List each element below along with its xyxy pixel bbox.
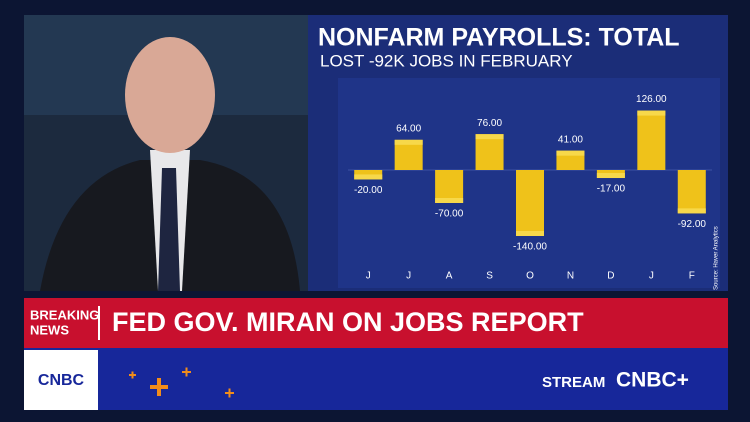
logo: CNBC bbox=[38, 372, 85, 389]
bar-highlight bbox=[637, 110, 666, 116]
bar bbox=[637, 110, 666, 170]
bar-highlight bbox=[354, 174, 383, 180]
footer-bar bbox=[24, 348, 728, 410]
bar-highlight bbox=[394, 139, 423, 145]
bar bbox=[394, 139, 423, 170]
value-label: -140.00 bbox=[513, 242, 547, 253]
bar-highlight bbox=[516, 231, 544, 236]
x-tick-label: A bbox=[446, 271, 453, 282]
x-tick-label: J bbox=[406, 271, 411, 282]
bar-highlight bbox=[556, 150, 585, 156]
bar-highlight bbox=[677, 208, 706, 214]
x-tick-label: D bbox=[607, 271, 614, 282]
value-label: -92.00 bbox=[678, 219, 707, 230]
decor-plus bbox=[129, 367, 234, 398]
value-label: -17.00 bbox=[597, 184, 626, 195]
banner-divider bbox=[98, 306, 100, 340]
bar-highlight bbox=[475, 134, 504, 140]
x-tick-label: F bbox=[689, 271, 695, 282]
chart-title: NONFARM PAYROLLS: TOTAL bbox=[318, 24, 680, 52]
value-label: 41.00 bbox=[558, 134, 583, 145]
bar bbox=[435, 170, 464, 203]
stream-label: STREAM bbox=[542, 374, 605, 391]
logo-box bbox=[24, 350, 98, 410]
bar bbox=[677, 170, 706, 214]
bar bbox=[516, 170, 544, 236]
value-label: -20.00 bbox=[354, 185, 383, 196]
bar-highlight bbox=[435, 198, 464, 203]
person-head bbox=[125, 37, 215, 153]
bar-highlight bbox=[596, 173, 625, 179]
chart-subtitle: LOST -92K JOBS IN FEBRUARY bbox=[320, 51, 573, 70]
bar bbox=[475, 134, 504, 170]
x-tick-label: J bbox=[366, 271, 371, 282]
breaking-banner bbox=[24, 298, 728, 348]
person-tie bbox=[158, 168, 180, 291]
value-label: -70.00 bbox=[435, 209, 464, 220]
source: Source: Haver Analytics bbox=[714, 226, 720, 290]
x-tick-label: N bbox=[567, 271, 574, 282]
x-tick-label: J bbox=[649, 271, 654, 282]
value-label: 76.00 bbox=[477, 118, 502, 129]
x-tick-label: S bbox=[486, 271, 493, 282]
banner-label: NEWS bbox=[30, 322, 69, 337]
headline: FED GOV. MIRAN ON JOBS REPORT bbox=[112, 307, 584, 337]
value-label: 126.00 bbox=[636, 94, 667, 105]
brand: CNBC+ bbox=[616, 369, 689, 392]
value-label: 64.00 bbox=[396, 123, 421, 134]
banner-label: BREAKING bbox=[30, 307, 99, 322]
x-tick-label: O bbox=[526, 271, 534, 282]
